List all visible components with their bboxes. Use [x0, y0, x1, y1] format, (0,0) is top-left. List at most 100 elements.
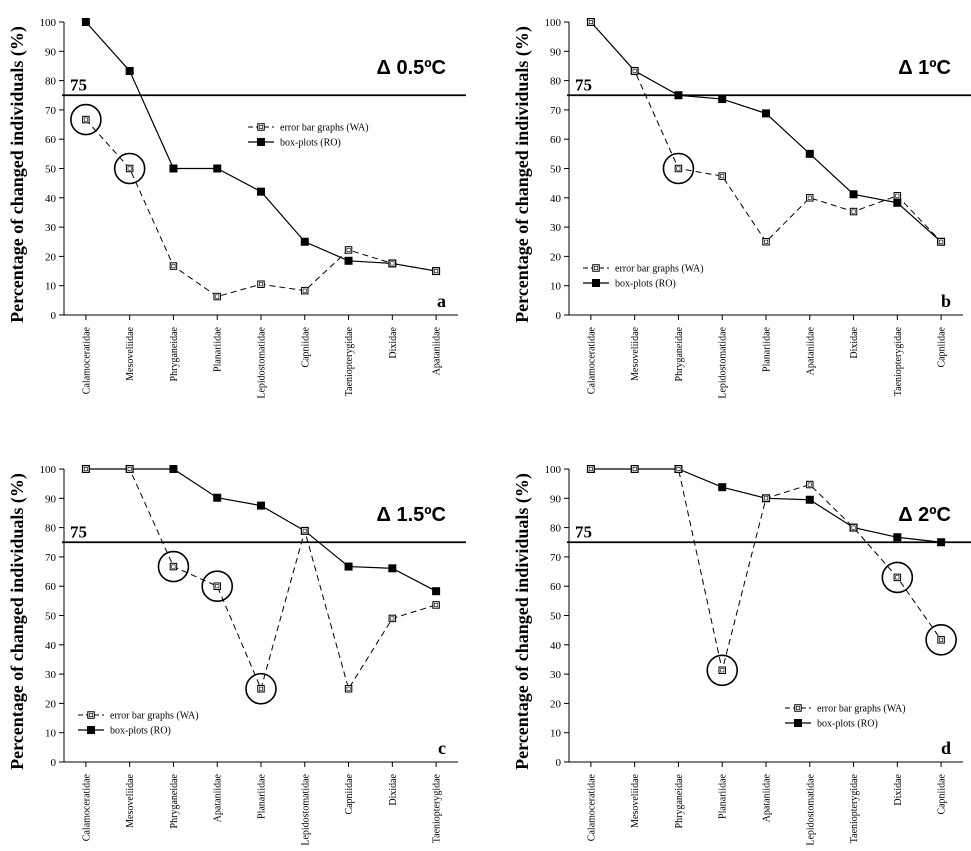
y-tick-label: 80 — [550, 523, 562, 535]
y-tick-label: 0 — [51, 757, 57, 769]
x-tick-label: Planariidae — [213, 326, 224, 372]
point-ro — [169, 164, 178, 173]
point-wa — [432, 267, 440, 275]
point-wa — [587, 465, 595, 473]
legend-label-wa: error bar graphs (WA) — [280, 123, 369, 134]
y-tick-label: 30 — [45, 222, 57, 234]
y-tick-label: 10 — [45, 728, 57, 740]
legend-marker-ro — [794, 719, 802, 727]
point-wa — [388, 259, 397, 268]
chart-panel-b: 0 10 20 30 40 50 60 70 80 90 100 Calamoceratidae Mes… — [505, 0, 971, 404]
x-tick-label: Calamoceratidae — [81, 773, 92, 841]
x-tick-label: Apataniidae — [213, 773, 224, 822]
point-wa — [388, 614, 397, 623]
x-tick-label: Planariidae — [762, 326, 773, 372]
series-line-ro — [590, 468, 942, 543]
y-tick-label: 10 — [550, 728, 562, 740]
point-ro — [388, 564, 397, 573]
point-ro — [213, 164, 222, 173]
reference-line-label: 75 — [70, 75, 87, 94]
x-tick-label: Calamoceratidae — [586, 326, 597, 394]
x-tick-label: Mesoveliidae — [630, 326, 641, 380]
x-tick-label: Taeniopterygidae — [849, 773, 860, 843]
point-wa — [630, 465, 639, 473]
point-ro — [213, 493, 222, 502]
point-wa — [82, 115, 90, 124]
point-ro — [344, 562, 353, 571]
x-tick-label: Dixidae — [388, 773, 399, 805]
legend: error bar graphs (WA) box-plots (RO) — [583, 264, 704, 290]
y-axis-label: Percentage of changed individuals (%) — [512, 473, 533, 770]
point-wa — [257, 280, 265, 288]
point-ro — [81, 18, 90, 26]
x-tick-label: Apataniidae — [432, 326, 443, 375]
y-tick-label: 50 — [45, 611, 57, 623]
y-tick-label: 40 — [45, 193, 57, 205]
y-axis-label: Percentage of changed individuals (%) — [7, 473, 28, 770]
x-tick-label: Phryganeidae — [674, 326, 685, 381]
legend-label-wa: error bar graphs (WA) — [615, 264, 704, 275]
x-tick-label: Apataniidae — [805, 326, 816, 375]
chart-svg-b: 0 10 20 30 40 50 60 70 80 90 100 Calamoceratidae Mes… — [512, 17, 971, 399]
point-ro — [257, 501, 265, 510]
legend: error bar graphs (WA) box-plots (RO) — [78, 711, 199, 737]
x-tick-label: Phryganeidae — [169, 326, 180, 381]
y-tick-label: 20 — [550, 251, 562, 263]
point-wa — [587, 18, 595, 26]
y-tick-label: 80 — [550, 76, 562, 88]
y-tick-label: 70 — [45, 105, 57, 117]
x-tick-label: Lepidostomatidae — [257, 326, 268, 398]
point-wa — [432, 601, 440, 609]
legend-marker-wa — [794, 704, 802, 712]
x-tick-label: Calamoceratidae — [586, 773, 597, 841]
highlight-circle — [881, 561, 914, 594]
y-axis-label: Percentage of changed individuals (%) — [7, 26, 28, 323]
point-wa — [125, 465, 134, 473]
legend-label-wa: error bar graphs (WA) — [110, 711, 199, 722]
point-wa — [213, 582, 221, 590]
y-tick-label: 10 — [45, 281, 57, 293]
point-wa — [893, 191, 902, 200]
point-wa — [937, 238, 945, 246]
y-tick-label: 100 — [40, 17, 57, 29]
x-tick-label: Lepidostomatidae — [718, 326, 729, 398]
point-ro — [718, 483, 727, 492]
x-tick-label: Mesoveliidae — [125, 773, 136, 827]
x-tick-label: Mesoveliidae — [630, 773, 641, 827]
legend-marker-wa — [87, 711, 95, 719]
highlight-circle — [70, 103, 102, 136]
point-wa — [762, 494, 770, 503]
y-tick-label: 10 — [550, 281, 562, 293]
y-tick-label: 60 — [550, 134, 562, 146]
legend-marker-wa — [592, 264, 600, 272]
y-tick-label: 60 — [45, 581, 57, 593]
point-wa — [344, 685, 353, 693]
y-tick-label: 50 — [45, 164, 57, 176]
point-wa — [806, 194, 814, 202]
y-tick-label: 90 — [550, 493, 562, 505]
chart-panel-d: 0 10 20 30 40 50 60 70 80 90 100 Calamoceratidae Mes… — [505, 447, 971, 851]
point-wa — [301, 286, 309, 295]
chart-title: Δ 0.5ºC — [377, 57, 446, 79]
x-tick-label: Calamoceratidae — [81, 326, 92, 394]
x-tick-label: Taeniopterygidae — [893, 326, 904, 396]
panel-letter: c — [438, 738, 446, 758]
panel-letter: b — [941, 291, 951, 311]
legend-marker-ro — [257, 138, 265, 146]
point-wa — [82, 465, 90, 473]
y-tick-label: 30 — [550, 669, 562, 681]
legend-label-ro: box-plots (RO) — [817, 719, 878, 730]
point-wa — [169, 262, 178, 270]
point-wa — [344, 246, 353, 254]
y-tick-label: 70 — [550, 552, 562, 564]
series-line-ro — [590, 21, 942, 243]
point-ro — [937, 538, 946, 547]
y-tick-label: 100 — [40, 464, 57, 476]
legend-label-ro: box-plots (RO) — [280, 138, 341, 149]
y-tick-label: 80 — [45, 523, 57, 535]
point-ro — [432, 587, 441, 596]
x-tick-label: Capniidae — [937, 773, 948, 814]
y-tick-label: 30 — [550, 222, 562, 234]
chart-title: Δ 1ºC — [898, 57, 951, 79]
